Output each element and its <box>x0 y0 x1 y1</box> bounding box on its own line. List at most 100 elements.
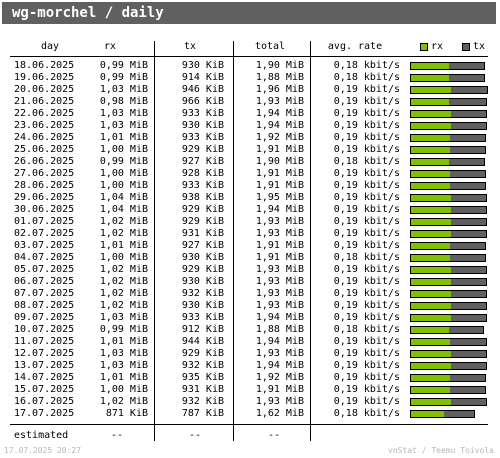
cell-rx: 1,00 MiB <box>99 252 148 263</box>
bar-outline <box>410 290 487 298</box>
bar-outline <box>410 362 487 370</box>
cell-day: 23.06.2025 <box>14 120 75 131</box>
estimated-tx: -- <box>188 430 202 441</box>
cell-day: 27.06.2025 <box>14 168 75 179</box>
tx-bar <box>451 314 487 322</box>
tx-legend-swatch <box>462 43 470 51</box>
cell-rate: 0,19 kbit/s <box>333 396 400 407</box>
cell-rate: 0,19 kbit/s <box>333 228 400 239</box>
cell-tx: 912 KiB <box>181 324 224 335</box>
rx-bar <box>410 242 450 250</box>
cell-total: 1,94 MiB <box>255 312 304 323</box>
cell-rate: 0,19 kbit/s <box>333 120 400 131</box>
cell-rate: 0,19 kbit/s <box>333 312 400 323</box>
rx-bar <box>410 98 449 106</box>
cell-rate: 0,18 kbit/s <box>333 156 400 167</box>
rx-bar <box>410 314 451 322</box>
cell-total: 1,95 MiB <box>255 192 304 203</box>
cell-rate: 0,19 kbit/s <box>333 180 400 191</box>
cell-rate: 0,18 kbit/s <box>333 324 400 335</box>
cell-tx: 932 KiB <box>181 396 224 407</box>
header-day: day <box>40 41 60 52</box>
cell-tx: 929 KiB <box>181 144 224 155</box>
bar-outline <box>410 98 487 106</box>
cell-tx: 930 KiB <box>181 276 224 287</box>
cell-rate: 0,19 kbit/s <box>333 108 400 119</box>
bar-outline <box>410 86 488 94</box>
estimated-total: -- <box>267 430 281 441</box>
rx-bar <box>410 290 451 298</box>
cell-tx: 933 KiB <box>181 312 224 323</box>
cell-rx: 1,03 MiB <box>99 120 148 131</box>
cell-rx: 1,00 MiB <box>99 180 148 191</box>
bar-outline <box>410 386 486 394</box>
cell-tx: 930 KiB <box>181 60 224 71</box>
cell-rx: 1,00 MiB <box>99 144 148 155</box>
tx-bar <box>451 230 487 238</box>
rx-bar <box>410 338 450 346</box>
cell-total: 1,93 MiB <box>255 264 304 275</box>
cell-tx: 932 KiB <box>181 288 224 299</box>
bar-outline <box>410 350 487 358</box>
rx-bar <box>410 146 450 154</box>
bar-outline <box>410 110 487 118</box>
tx-bar <box>451 362 487 370</box>
tx-bar <box>450 170 486 178</box>
cell-rate: 0,19 kbit/s <box>333 348 400 359</box>
cell-rx: 1,00 MiB <box>99 168 148 179</box>
cell-rx: 1,02 MiB <box>99 276 148 287</box>
bar-outline <box>410 194 487 202</box>
cell-total: 1,91 MiB <box>255 240 304 251</box>
cell-rate: 0,18 kbit/s <box>333 252 400 263</box>
rx-bar <box>410 302 451 310</box>
tx-bar <box>451 266 487 274</box>
cell-day: 02.07.2025 <box>14 228 75 239</box>
tx-bar <box>450 374 486 382</box>
cell-tx: 944 KiB <box>181 336 224 347</box>
cell-total: 1,93 MiB <box>255 300 304 311</box>
bar-outline <box>410 146 486 154</box>
title-bar: wg-morchel / daily <box>2 2 496 24</box>
tx-bar <box>451 278 487 286</box>
cell-tx: 933 KiB <box>181 108 224 119</box>
bar-outline <box>410 230 487 238</box>
rx-bar <box>410 218 451 226</box>
cell-rx: 0,99 MiB <box>99 324 148 335</box>
cell-tx: 938 KiB <box>181 192 224 203</box>
rx-bar <box>410 170 450 178</box>
cell-rx: 1,02 MiB <box>99 288 148 299</box>
cell-tx: 927 KiB <box>181 156 224 167</box>
estimated-label: estimated <box>14 430 69 441</box>
tx-bar <box>450 386 486 394</box>
tx-bar <box>450 242 486 250</box>
tx-bar <box>451 290 487 298</box>
cell-day: 16.07.2025 <box>14 396 75 407</box>
cell-day: 11.07.2025 <box>14 336 75 347</box>
cell-day: 18.06.2025 <box>14 60 75 71</box>
cell-tx: 931 KiB <box>181 228 224 239</box>
column-divider-tx-total <box>233 41 234 441</box>
tx-bar <box>449 326 484 334</box>
cell-rate: 0,19 kbit/s <box>333 276 400 287</box>
cell-tx: 930 KiB <box>181 300 224 311</box>
cell-total: 1,88 MiB <box>255 324 304 335</box>
estimated-rx: -- <box>110 430 124 441</box>
cell-total: 1,93 MiB <box>255 348 304 359</box>
cell-rate: 0,19 kbit/s <box>333 96 400 107</box>
cell-rx: 1,04 MiB <box>99 192 148 203</box>
bar-outline <box>410 266 487 274</box>
cell-day: 08.07.2025 <box>14 300 75 311</box>
rx-bar <box>410 266 451 274</box>
rx-bar <box>410 374 450 382</box>
cell-rx: 1,01 MiB <box>99 372 148 383</box>
tx-bar <box>451 110 487 118</box>
tx-bar <box>450 134 486 142</box>
rx-bar <box>410 122 451 130</box>
cell-total: 1,92 MiB <box>255 132 304 143</box>
bar-outline <box>410 314 487 322</box>
tx-bar <box>449 98 487 106</box>
rx-bar <box>410 86 451 94</box>
cell-rate: 0,19 kbit/s <box>333 240 400 251</box>
header-tx: tx <box>183 41 197 52</box>
bar-outline <box>410 410 475 418</box>
